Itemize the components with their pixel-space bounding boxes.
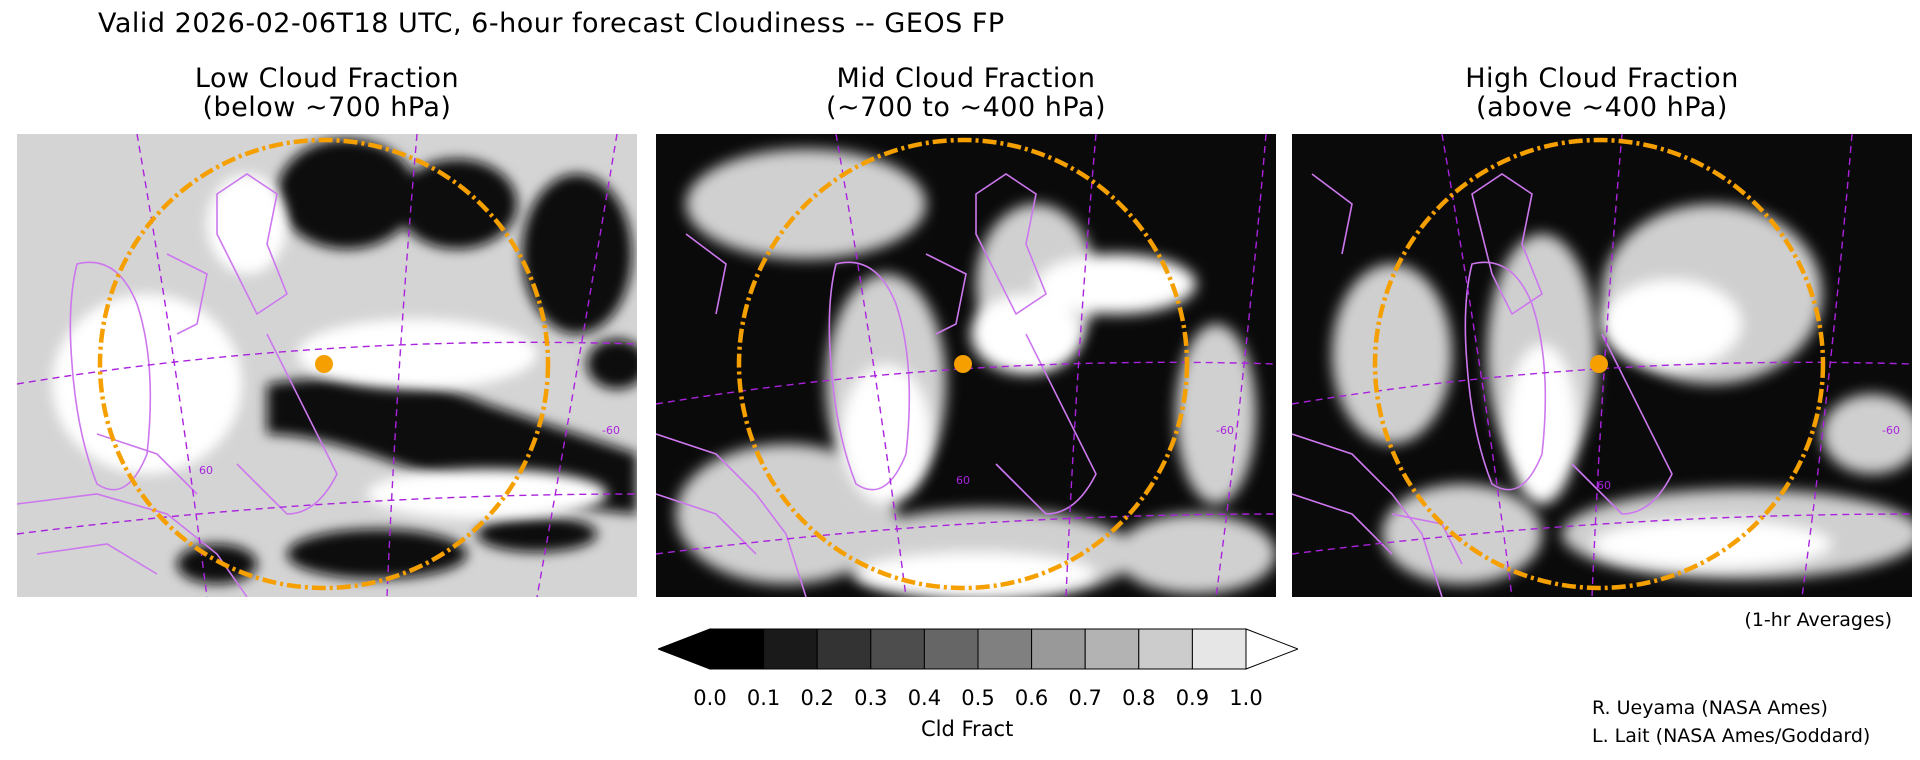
range-ring (1372, 137, 1826, 591)
thick-cloud-areas (841, 254, 1196, 596)
low-cloud-panel-title: Low Cloud Fraction (below ~700 hPa) (17, 64, 637, 122)
high-cloud-title-line1: High Cloud Fraction (1465, 63, 1739, 94)
colorbar-tick-label: 0.6 (1014, 686, 1049, 710)
colorbar-tick-label: 1.0 (1229, 686, 1263, 710)
mid-cloud-panel-title: Mid Cloud Fraction (~700 to ~400 hPa) (656, 64, 1276, 122)
low-cloud-map-graphic: 60 -60 (17, 134, 637, 597)
mid-cloud-map: 60 -60 (656, 134, 1276, 597)
colorbar-overflow-triangle (1245, 628, 1300, 670)
colorbar-tick-label: 0.2 (800, 686, 834, 710)
colorbar-boxes (709, 628, 1247, 670)
low-cloud-title-line1: Low Cloud Fraction (194, 63, 460, 94)
colorbar-box (1084, 628, 1140, 670)
site-marker (1590, 355, 1608, 373)
colorbar-tick-label: 0.5 (961, 686, 995, 710)
grid-label-lat: 60 (1597, 479, 1611, 492)
colorbar-tick-label: 0.8 (1122, 686, 1156, 710)
grid-label-lon: -60 (602, 424, 620, 437)
colorbar-box (870, 628, 925, 670)
site-marker (315, 355, 333, 373)
mid-cloud-title-line2: (~700 to ~400 hPa) (826, 92, 1106, 123)
colorbar-tick-label: 0.3 (854, 686, 888, 710)
colorbar-underflow-triangle (656, 628, 711, 670)
mid-cloud-map-graphic: 60 -60 (656, 134, 1276, 597)
colorbar-box (1191, 628, 1247, 670)
high-cloud-map-graphic: 60 -60 (1292, 134, 1912, 597)
grid-label-lat: 60 (956, 474, 970, 487)
grid-label-lat: 60 (199, 464, 213, 477)
credit-line-2: L. Lait (NASA Ames/Goddard) (1592, 725, 1871, 747)
colorbar-tick-label: 0.7 (1068, 686, 1102, 710)
colorbar-box (1031, 628, 1086, 670)
low-cloud-title-line2: (below ~700 hPa) (202, 92, 452, 123)
colorbar-box (763, 628, 818, 670)
averages-note: (1-hr Averages) (1744, 609, 1892, 631)
grid-label-lon: -60 (1216, 424, 1234, 437)
figure-title: Valid 2026-02-06T18 UTC, 6-hour forecast… (98, 8, 1005, 39)
colorbar (656, 628, 1300, 670)
colorbar-title: Cld Fract (921, 717, 1014, 741)
colorbar-box (1138, 628, 1193, 670)
thick-cloud-areas (1507, 279, 1832, 569)
colorbar-tick-label: 0.4 (907, 686, 942, 710)
high-cloud-panel-title: High Cloud Fraction (above ~400 hPa) (1292, 64, 1912, 122)
high-cloud-map: 60 -60 (1292, 134, 1912, 597)
mid-cloud-title-line1: Mid Cloud Fraction (836, 63, 1096, 94)
credit-line-1: R. Ueyama (NASA Ames) (1592, 697, 1828, 719)
range-ring (736, 137, 1190, 591)
site-marker (954, 355, 972, 373)
coastlines (1292, 173, 1673, 597)
colorbar-graphic (656, 628, 1300, 670)
colorbar-box (816, 628, 872, 670)
range-ring (97, 137, 551, 591)
high-cloud-title-line2: (above ~400 hPa) (1476, 92, 1728, 123)
colorbar-box (977, 628, 1033, 670)
colorbar-tick-label: 0.0 (693, 686, 727, 710)
grid-label-lon: -60 (1882, 424, 1900, 437)
colorbar-box (923, 628, 979, 670)
colorbar-tick-label: 0.9 (1175, 686, 1210, 710)
colorbar-tick-label: 0.1 (746, 686, 781, 710)
coastlines (656, 173, 1097, 597)
low-cloud-map: 60 -60 (17, 134, 637, 597)
colorbar-box (709, 628, 765, 670)
